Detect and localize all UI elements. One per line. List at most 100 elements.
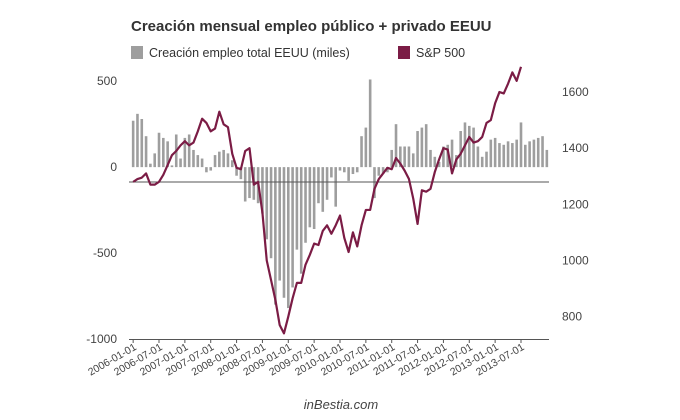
legend-swatch-employment xyxy=(131,46,143,59)
right-tick-label: 1600 xyxy=(562,85,589,99)
employment-bar xyxy=(196,155,200,168)
right-tick-label: 1000 xyxy=(562,253,589,267)
employment-bar xyxy=(368,79,372,168)
employment-bar xyxy=(299,167,303,274)
employment-bar xyxy=(243,167,247,202)
employment-bars xyxy=(131,79,549,309)
employment-bar xyxy=(515,139,518,168)
employment-bar xyxy=(308,167,312,228)
employment-bar xyxy=(187,134,191,168)
employment-bar xyxy=(291,167,294,288)
employment-bar xyxy=(467,125,471,168)
employment-bar xyxy=(394,124,398,168)
employment-bar xyxy=(218,151,221,168)
employment-bar xyxy=(485,151,488,168)
employment-bar xyxy=(149,163,152,168)
employment-bar xyxy=(442,146,445,168)
employment-bar xyxy=(433,156,437,168)
employment-bar xyxy=(355,167,359,173)
employment-bar xyxy=(480,156,484,168)
employment-bar xyxy=(420,127,424,168)
left-tick-label: -500 xyxy=(93,246,117,260)
employment-bar xyxy=(157,132,161,168)
employment-bar xyxy=(334,167,337,207)
sp500-line xyxy=(132,66,523,335)
employment-bar xyxy=(476,146,480,168)
employment-bar xyxy=(131,120,135,168)
legend-swatch-sp500 xyxy=(398,46,410,59)
employment-bar xyxy=(321,167,325,212)
employment-bar xyxy=(166,141,169,168)
employment-bar xyxy=(282,167,286,298)
employment-bar xyxy=(136,113,139,168)
right-tick-label: 1200 xyxy=(562,197,589,211)
right-axis: 800 1000 1200 1400 1600 xyxy=(562,85,589,324)
employment-bar xyxy=(343,167,346,173)
employment-bar xyxy=(330,167,333,178)
employment-bar xyxy=(269,167,273,259)
employment-bar xyxy=(338,167,342,171)
employment-bar xyxy=(265,167,269,240)
employment-bar xyxy=(274,167,277,305)
employment-bar xyxy=(261,167,264,214)
employment-bar xyxy=(407,146,411,168)
left-tick-label: -1000 xyxy=(86,332,117,346)
employment-bar xyxy=(416,131,419,168)
employment-bar xyxy=(226,153,230,168)
employment-bar xyxy=(364,127,368,168)
employment-bar xyxy=(360,136,363,168)
left-tick-label: 500 xyxy=(97,74,117,88)
employment-bar xyxy=(373,167,376,199)
employment-bar xyxy=(295,167,299,250)
employment-bar xyxy=(541,136,544,168)
employment-bar xyxy=(429,149,432,168)
employment-bar xyxy=(351,167,355,175)
employment-bar xyxy=(411,153,415,168)
employment-bar xyxy=(230,160,234,168)
employment-bar xyxy=(381,167,385,175)
employment-bar xyxy=(424,124,428,168)
employment-bar xyxy=(235,167,238,176)
employment-bar xyxy=(545,149,549,168)
employment-bar xyxy=(239,167,243,180)
employment-bar xyxy=(437,161,441,168)
employment-bar xyxy=(287,167,290,309)
right-tick-label: 1400 xyxy=(562,141,589,155)
employment-bar xyxy=(446,144,450,168)
employment-bar xyxy=(347,167,350,181)
employment-bar xyxy=(304,167,307,243)
employment-bar xyxy=(317,167,320,204)
employment-bar xyxy=(536,137,540,168)
employment-bar xyxy=(472,127,475,168)
employment-bar xyxy=(386,167,389,173)
employment-bar xyxy=(450,139,454,168)
employment-bar xyxy=(192,149,195,168)
employment-bar xyxy=(248,167,251,199)
employment-bar xyxy=(493,137,497,168)
employment-bar xyxy=(179,158,182,168)
employment-bar xyxy=(506,141,510,168)
left-axis: -1000 -500 0 500 xyxy=(86,74,117,346)
employment-bar xyxy=(209,167,213,171)
employment-bar xyxy=(278,167,281,281)
legend-label-sp500: S&P 500 xyxy=(416,46,465,60)
employment-bar xyxy=(489,139,493,168)
employment-bar xyxy=(183,137,187,168)
employment-bar xyxy=(205,167,208,173)
employment-bar xyxy=(312,167,316,230)
employment-bar xyxy=(213,155,217,168)
left-tick-label: 0 xyxy=(110,160,117,174)
legend-label-employment: Creación empleo total EEUU (miles) xyxy=(149,46,350,60)
employment-bar xyxy=(403,146,406,168)
employment-bar xyxy=(377,167,381,176)
employment-bar xyxy=(390,149,394,168)
employment-bar xyxy=(519,122,523,168)
employment-bar xyxy=(170,165,174,168)
employment-bar xyxy=(162,137,165,168)
sp500-series xyxy=(132,66,523,335)
x-axis: 2006-01-012006-07-012007-01-012007-07-01… xyxy=(86,339,527,378)
chart-title: Creación mensual empleo público + privad… xyxy=(131,18,492,35)
employment-bar xyxy=(502,144,506,168)
employment-bar xyxy=(459,131,462,168)
employment-bar xyxy=(524,144,527,168)
